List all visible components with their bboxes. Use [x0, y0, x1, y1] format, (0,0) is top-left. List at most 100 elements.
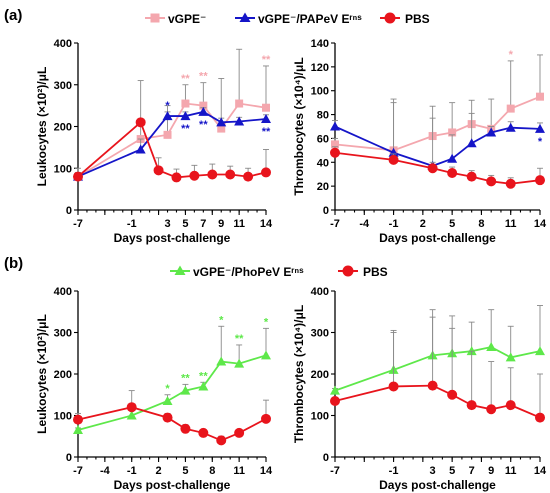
a-leuk-papev-point-1 [135, 144, 146, 154]
a-leuk-pbs-point-5 [207, 169, 218, 180]
a-leuk-papev-point-4 [198, 106, 209, 116]
a-leuk-vgpe_minus-point-6 [235, 99, 244, 108]
legend-b-label-phopev: vGPE⁻/PhoPeV Eʳⁿˢ [193, 265, 304, 279]
b-thromb-ytick-label-3: 300 [311, 328, 329, 340]
a-leuk-x-axis-title: Days post-challenge [114, 231, 231, 245]
b-leuk-xtick-label-5: 8 [209, 465, 215, 477]
b-thromb-pbs-point-3 [447, 389, 458, 400]
b-leuk-phopev-sig-1: ** [181, 372, 190, 384]
a-leuk-papev-point-3 [180, 111, 191, 121]
b-leuk-phopev-sig-4: ** [235, 333, 244, 345]
a-leuk-pbs-point-8 [261, 167, 271, 178]
b-thromb-pbs-point-1 [388, 381, 399, 392]
a-leuk-papev-point-2 [162, 111, 173, 121]
a-leuk-pbs-point-2 [153, 165, 164, 176]
b-leuk-phopev-point-7 [261, 350, 271, 360]
a-thromb-series-pbs [330, 146, 545, 189]
legend-a-marker-vgpe-minus [150, 13, 160, 23]
b-thromb-phopev-point-6 [505, 352, 516, 362]
b-thromb-ytick-label-2: 200 [311, 369, 329, 381]
a-thromb-x-axis-title: Days post-challenge [379, 231, 496, 245]
a-leuk-xtick-label-2: 3 [164, 218, 170, 230]
a-leuk-papev-point-5 [216, 117, 227, 127]
a-thromb-pbs-point-5 [486, 176, 497, 187]
b-thromb-x-axis-title: Days post-challenge [379, 478, 496, 492]
a-leuk-series-papev: *** **** [73, 100, 271, 181]
b-thromb-y-axis-title: Thrombocytes (×10⁴)/μL [292, 305, 306, 443]
a-leuk-pbs-point-1 [135, 117, 146, 128]
legend-b-item-phopev: vGPE⁻/PhoPeV Eʳⁿˢ [170, 265, 304, 279]
b-leuk-pbs-point-3 [180, 423, 191, 434]
a-leuk-series-vgpe_minus: ** ** ** [74, 48, 271, 181]
legend-b-item-pbs: PBS [338, 265, 388, 279]
a-thromb-pbs-point-6 [505, 178, 516, 189]
b-thromb-phopev-line [334, 346, 541, 392]
b-leuk-pbs-point-0 [73, 414, 83, 425]
a-leuk-pbs-line [77, 120, 267, 179]
b-leuk-y-axis-title: Leukocytes (×10²)/μL [35, 314, 49, 434]
a-leuk-vgpe_minus-point-2 [163, 130, 172, 139]
a-thromb-papev-point-0 [330, 121, 340, 131]
b-thromb-ytick-label-1: 100 [311, 411, 329, 423]
b-thromb-xtick-label-4: 7 [469, 465, 475, 477]
b-leuk-xtick-label-6: 11 [233, 465, 245, 477]
b-thromb-series-phopev [330, 305, 545, 395]
a-leuk-vgpe_minus-sig-1: ** [199, 71, 208, 83]
b-thromb-xtick-label-1: -1 [389, 465, 399, 477]
a-leuk-papev-sig-3: ** [262, 126, 271, 138]
a-leuk-xtick-label-1: -1 [127, 218, 137, 230]
b-thromb-series-pbs [330, 316, 545, 423]
b-leuk-pbs-point-6 [234, 427, 245, 438]
b-thromb-pbs-point-5 [486, 404, 497, 415]
legend-b: vGPE⁻/PhoPeV Eʳⁿˢ PBS [170, 265, 388, 279]
b-thromb-pbs-point-7 [535, 412, 545, 423]
b-thromb-xtick-label-2: 3 [430, 465, 436, 477]
chart-b-leukocytes: 0 100 200 300 400 -7 -4 -1 2 5 8 11 14 Days post-chal… [35, 286, 273, 492]
a-leuk-papev-sig-0: * [165, 100, 170, 112]
a-thromb-papev-point-5 [486, 127, 497, 137]
a-leuk-xtick-label-4: 7 [200, 218, 206, 230]
a-thromb-vgpe_minus-sig-0: * [509, 49, 514, 61]
a-thromb-vgpe_minus-point-3 [448, 128, 457, 137]
a-thromb-ytick-label-3: 60 [317, 133, 329, 145]
a-thromb-vgpe_minus-point-7 [536, 92, 544, 101]
a-leuk-xtick-label-6: 11 [233, 218, 245, 230]
b-thromb-phopev-point-0 [330, 385, 340, 395]
chart-a-thrombocytes: 0 20 40 60 80 100 120 140 -7 -4 -1 2 5 8 11 14 Days post… [292, 38, 547, 245]
legend-a-label-vgpe-minus: vGPE⁻ [168, 12, 206, 26]
b-thromb-xtick-label-5: 9 [488, 465, 494, 477]
a-thromb-pbs-point-4 [466, 171, 477, 182]
b-thromb-phopev-point-4 [466, 346, 477, 356]
a-thromb-ytick-label-7: 140 [311, 38, 329, 50]
b-leuk-phopev-point-6 [234, 358, 245, 368]
b-thromb-ytick-label-0: 0 [323, 452, 329, 464]
chart-a-leukocytes: 0 100 200 300 400 -7 -1 3 5 7 9 11 14 Days post-chall… [35, 38, 273, 245]
legend-b-marker-phopev [174, 265, 186, 275]
a-thromb-papev-point-1 [388, 147, 399, 157]
b-leuk-xtick-label-0: -7 [73, 465, 83, 477]
b-leuk-x-axis-title: Days post-challenge [114, 478, 231, 492]
a-thromb-papev-point-3 [447, 153, 458, 163]
a-leuk-vgpe_minus-line [77, 102, 267, 178]
b-leuk-pbs-point-2 [162, 412, 173, 423]
a-leuk-papev-point-7 [261, 113, 271, 123]
a-thromb-papev-sig-0: * [538, 136, 543, 148]
a-thromb-xtick-label-6: 11 [505, 218, 517, 230]
a-leuk-papev-sig-2: ** [199, 119, 208, 131]
a-thromb-xtick-label-1: -4 [359, 218, 370, 230]
a-thromb-ytick-label-5: 100 [311, 86, 329, 98]
a-leuk-ytick-label-3: 300 [54, 80, 72, 92]
b-thromb-pbs-point-2 [427, 380, 438, 391]
legend-a-marker-papev [239, 12, 251, 22]
a-leuk-vgpe_minus-sig-0: ** [181, 73, 190, 85]
chart-b-thrombocytes: 0 100 200 300 400 -7 -1 3 5 7 9 11 14 Days post-chall… [292, 286, 547, 492]
a-thromb-papev-point-7 [535, 123, 545, 133]
a-leuk-pbs-point-3 [171, 172, 182, 183]
a-leuk-pbs-point-6 [225, 169, 236, 180]
a-leuk-pbs-point-0 [73, 171, 83, 182]
legend-a-item-vgpe-minus: vGPE⁻ [145, 12, 206, 26]
a-thromb-papev-point-4 [466, 138, 477, 148]
a-thromb-xtick-label-0: -7 [330, 218, 340, 230]
a-leuk-vgpe_minus-point-3 [181, 99, 190, 108]
a-leuk-xtick-label-5: 9 [218, 218, 224, 230]
